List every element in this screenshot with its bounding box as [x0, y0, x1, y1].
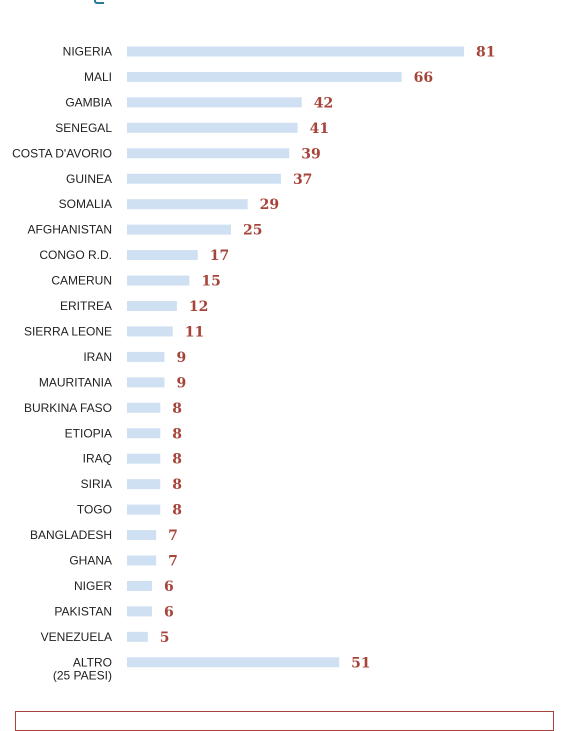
- bar-pakistan: [127, 606, 152, 617]
- category-label: MALI: [84, 70, 112, 84]
- category-label: VENEZUELA: [41, 630, 112, 644]
- value-label: 15: [201, 274, 220, 290]
- bar-gambia: [127, 97, 302, 108]
- bar-togo: [127, 504, 161, 515]
- bar-siria: [127, 479, 161, 490]
- bar-burkina-faso: [127, 402, 161, 413]
- value-label: 7: [168, 554, 178, 570]
- value-label: 8: [172, 426, 182, 442]
- bar-bangladesh: [127, 530, 157, 541]
- value-label: 9: [176, 375, 186, 391]
- bar-niger: [127, 580, 152, 591]
- category-label: BANGLADESH: [30, 528, 112, 542]
- bar-somalia: [127, 199, 248, 210]
- category-label: CAMERUN: [51, 274, 112, 288]
- bar-eritrea: [127, 301, 177, 311]
- category-label: TOGO: [77, 503, 112, 517]
- bar-ghana: [127, 555, 157, 566]
- category-label: CONGO R.D.: [39, 248, 112, 262]
- footer-box: [15, 711, 554, 731]
- value-label: 41: [310, 121, 329, 137]
- bar-etiopia: [127, 428, 161, 439]
- value-label: 9: [176, 350, 186, 366]
- category-label: IRAQ: [83, 452, 112, 466]
- category-label: COSTA D'AVORIO: [12, 146, 112, 160]
- value-label: 39: [301, 146, 320, 162]
- value-label: 12: [189, 299, 208, 315]
- bar-venezuela: [127, 631, 148, 642]
- category-sublabel: (25 PAESI): [53, 668, 112, 682]
- bar-afghanistan: [127, 224, 232, 235]
- category-label: GUINEA: [66, 172, 112, 186]
- bar-costa-d-avorio: [127, 148, 290, 159]
- category-label: SOMALIA: [59, 197, 112, 211]
- category-label: GHANA: [69, 554, 112, 568]
- value-label: 8: [172, 401, 182, 417]
- bar-senegal: [127, 122, 298, 133]
- bar-camerun: [127, 275, 190, 286]
- value-label: 8: [172, 477, 182, 493]
- bar-iran: [127, 351, 165, 362]
- bar-guinea: [127, 173, 281, 184]
- value-label: 8: [172, 452, 182, 468]
- bar-mauritania: [127, 377, 165, 388]
- bar-sierra-leone: [127, 326, 173, 337]
- bar-congo-r-d-: [127, 250, 198, 261]
- value-label: 29: [260, 197, 279, 213]
- category-label: BURKINA FASO: [24, 401, 112, 415]
- value-label: 7: [168, 528, 178, 544]
- value-label: 17: [210, 248, 229, 264]
- bar-altro: [127, 657, 340, 668]
- category-label: MAURITANIA: [39, 375, 112, 389]
- category-label: SENEGAL: [55, 121, 112, 135]
- value-label: 6: [164, 604, 174, 620]
- value-label: 8: [172, 503, 182, 519]
- value-label: 5: [160, 630, 170, 646]
- value-label: 81: [476, 45, 495, 61]
- bar-nigeria: [127, 46, 464, 57]
- category-label: SIERRA LEONE: [24, 324, 112, 338]
- category-label: NIGER: [74, 579, 112, 593]
- category-label: GAMBIA: [65, 95, 112, 109]
- category-label: AFGHANISTAN: [28, 223, 112, 237]
- bar-iraq: [127, 453, 161, 464]
- bar-mali: [127, 71, 402, 82]
- value-label: 66: [414, 70, 433, 86]
- category-label: IRAN: [83, 350, 112, 364]
- decorative-mark: [94, 0, 104, 4]
- value-label: 51: [351, 655, 370, 671]
- category-label: ERITREA: [60, 299, 112, 313]
- value-label: 6: [164, 579, 174, 595]
- category-label: ALTRO: [73, 655, 112, 669]
- category-label: NIGERIA: [63, 45, 112, 59]
- category-label: SIRIA: [81, 477, 112, 491]
- category-label: PAKISTAN: [54, 604, 112, 618]
- category-label: ETIOPIA: [65, 426, 112, 440]
- value-label: 37: [293, 172, 312, 188]
- value-label: 42: [314, 95, 333, 111]
- value-label: 25: [243, 223, 262, 239]
- value-label: 11: [185, 324, 204, 340]
